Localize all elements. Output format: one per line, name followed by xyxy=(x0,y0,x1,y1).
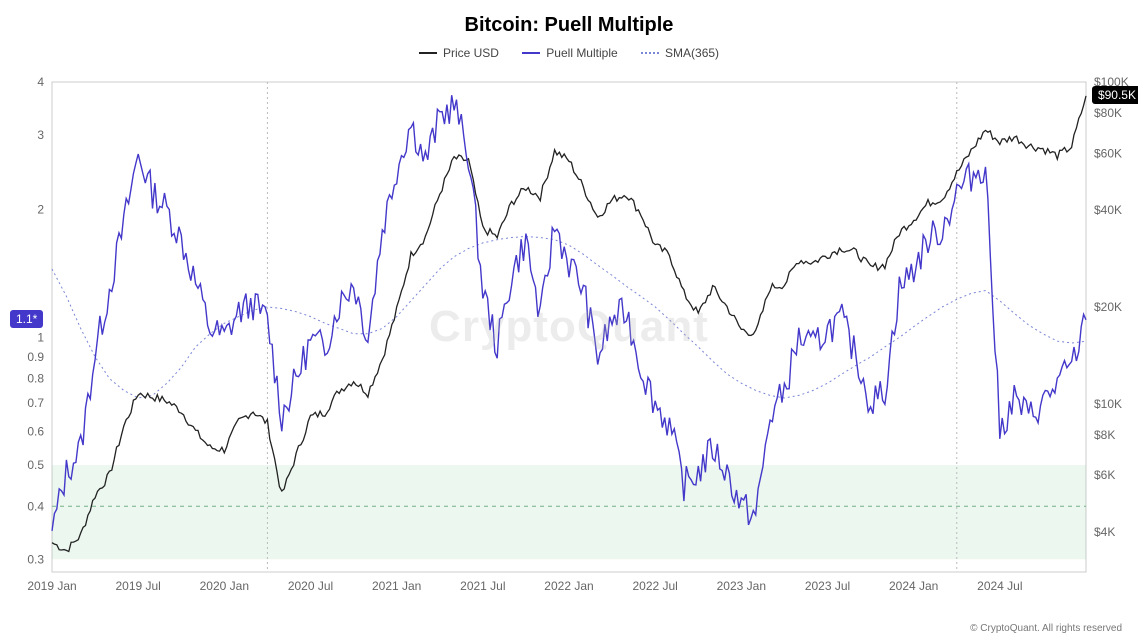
svg-text:2024 Jul: 2024 Jul xyxy=(977,579,1022,593)
legend-item-sma: SMA(365) xyxy=(641,46,719,60)
svg-text:2022 Jul: 2022 Jul xyxy=(632,579,677,593)
footer-copyright: © CryptoQuant. All rights reserved xyxy=(970,623,1122,634)
svg-text:1: 1 xyxy=(37,330,44,344)
legend-label-price: Price USD xyxy=(443,46,499,60)
legend-swatch-sma xyxy=(641,52,659,54)
svg-text:2020 Jul: 2020 Jul xyxy=(288,579,333,593)
svg-text:$80K: $80K xyxy=(1094,106,1122,120)
svg-text:$60K: $60K xyxy=(1094,146,1122,160)
svg-text:$20K: $20K xyxy=(1094,300,1122,314)
svg-text:0.4: 0.4 xyxy=(27,499,44,513)
legend-swatch-puell xyxy=(522,52,540,54)
chart-title: Bitcoin: Puell Multiple xyxy=(0,0,1138,37)
svg-text:2019 Jul: 2019 Jul xyxy=(115,579,160,593)
legend-swatch-price xyxy=(419,52,437,54)
chart-area[interactable]: CryptoQuant 0.30.40.50.60.70.80.91234$4K… xyxy=(52,82,1086,572)
legend: Price USD Puell Multiple SMA(365) xyxy=(0,43,1138,60)
svg-text:$40K: $40K xyxy=(1094,203,1122,217)
svg-text:0.7: 0.7 xyxy=(27,396,44,410)
svg-text:2019 Jan: 2019 Jan xyxy=(27,579,76,593)
svg-text:2021 Jul: 2021 Jul xyxy=(460,579,505,593)
chart-svg: 0.30.40.50.60.70.80.91234$4K$6K$8K$10K$2… xyxy=(52,82,1086,572)
svg-text:0.8: 0.8 xyxy=(27,372,44,386)
legend-item-price: Price USD xyxy=(419,46,499,60)
svg-text:$8K: $8K xyxy=(1094,428,1115,442)
svg-text:$10K: $10K xyxy=(1094,397,1122,411)
legend-item-puell: Puell Multiple xyxy=(522,46,617,60)
legend-label-puell: Puell Multiple xyxy=(546,46,617,60)
svg-text:2: 2 xyxy=(37,203,44,217)
svg-text:0.3: 0.3 xyxy=(27,552,44,566)
svg-text:2023 Jul: 2023 Jul xyxy=(805,579,850,593)
svg-text:2024 Jan: 2024 Jan xyxy=(889,579,938,593)
current-value-left-badge: 1.1* xyxy=(10,310,43,328)
current-value-right-badge: $90.5K xyxy=(1092,86,1138,104)
svg-text:0.9: 0.9 xyxy=(27,350,44,364)
svg-text:$6K: $6K xyxy=(1094,468,1115,482)
legend-label-sma: SMA(365) xyxy=(665,46,719,60)
svg-text:2022 Jan: 2022 Jan xyxy=(544,579,593,593)
svg-text:2023 Jan: 2023 Jan xyxy=(717,579,766,593)
svg-text:$4K: $4K xyxy=(1094,525,1115,539)
svg-text:2021 Jan: 2021 Jan xyxy=(372,579,421,593)
svg-text:0.6: 0.6 xyxy=(27,425,44,439)
svg-text:0.5: 0.5 xyxy=(27,458,44,472)
svg-text:3: 3 xyxy=(37,128,44,142)
svg-text:4: 4 xyxy=(37,75,44,89)
svg-text:2020 Jan: 2020 Jan xyxy=(200,579,249,593)
